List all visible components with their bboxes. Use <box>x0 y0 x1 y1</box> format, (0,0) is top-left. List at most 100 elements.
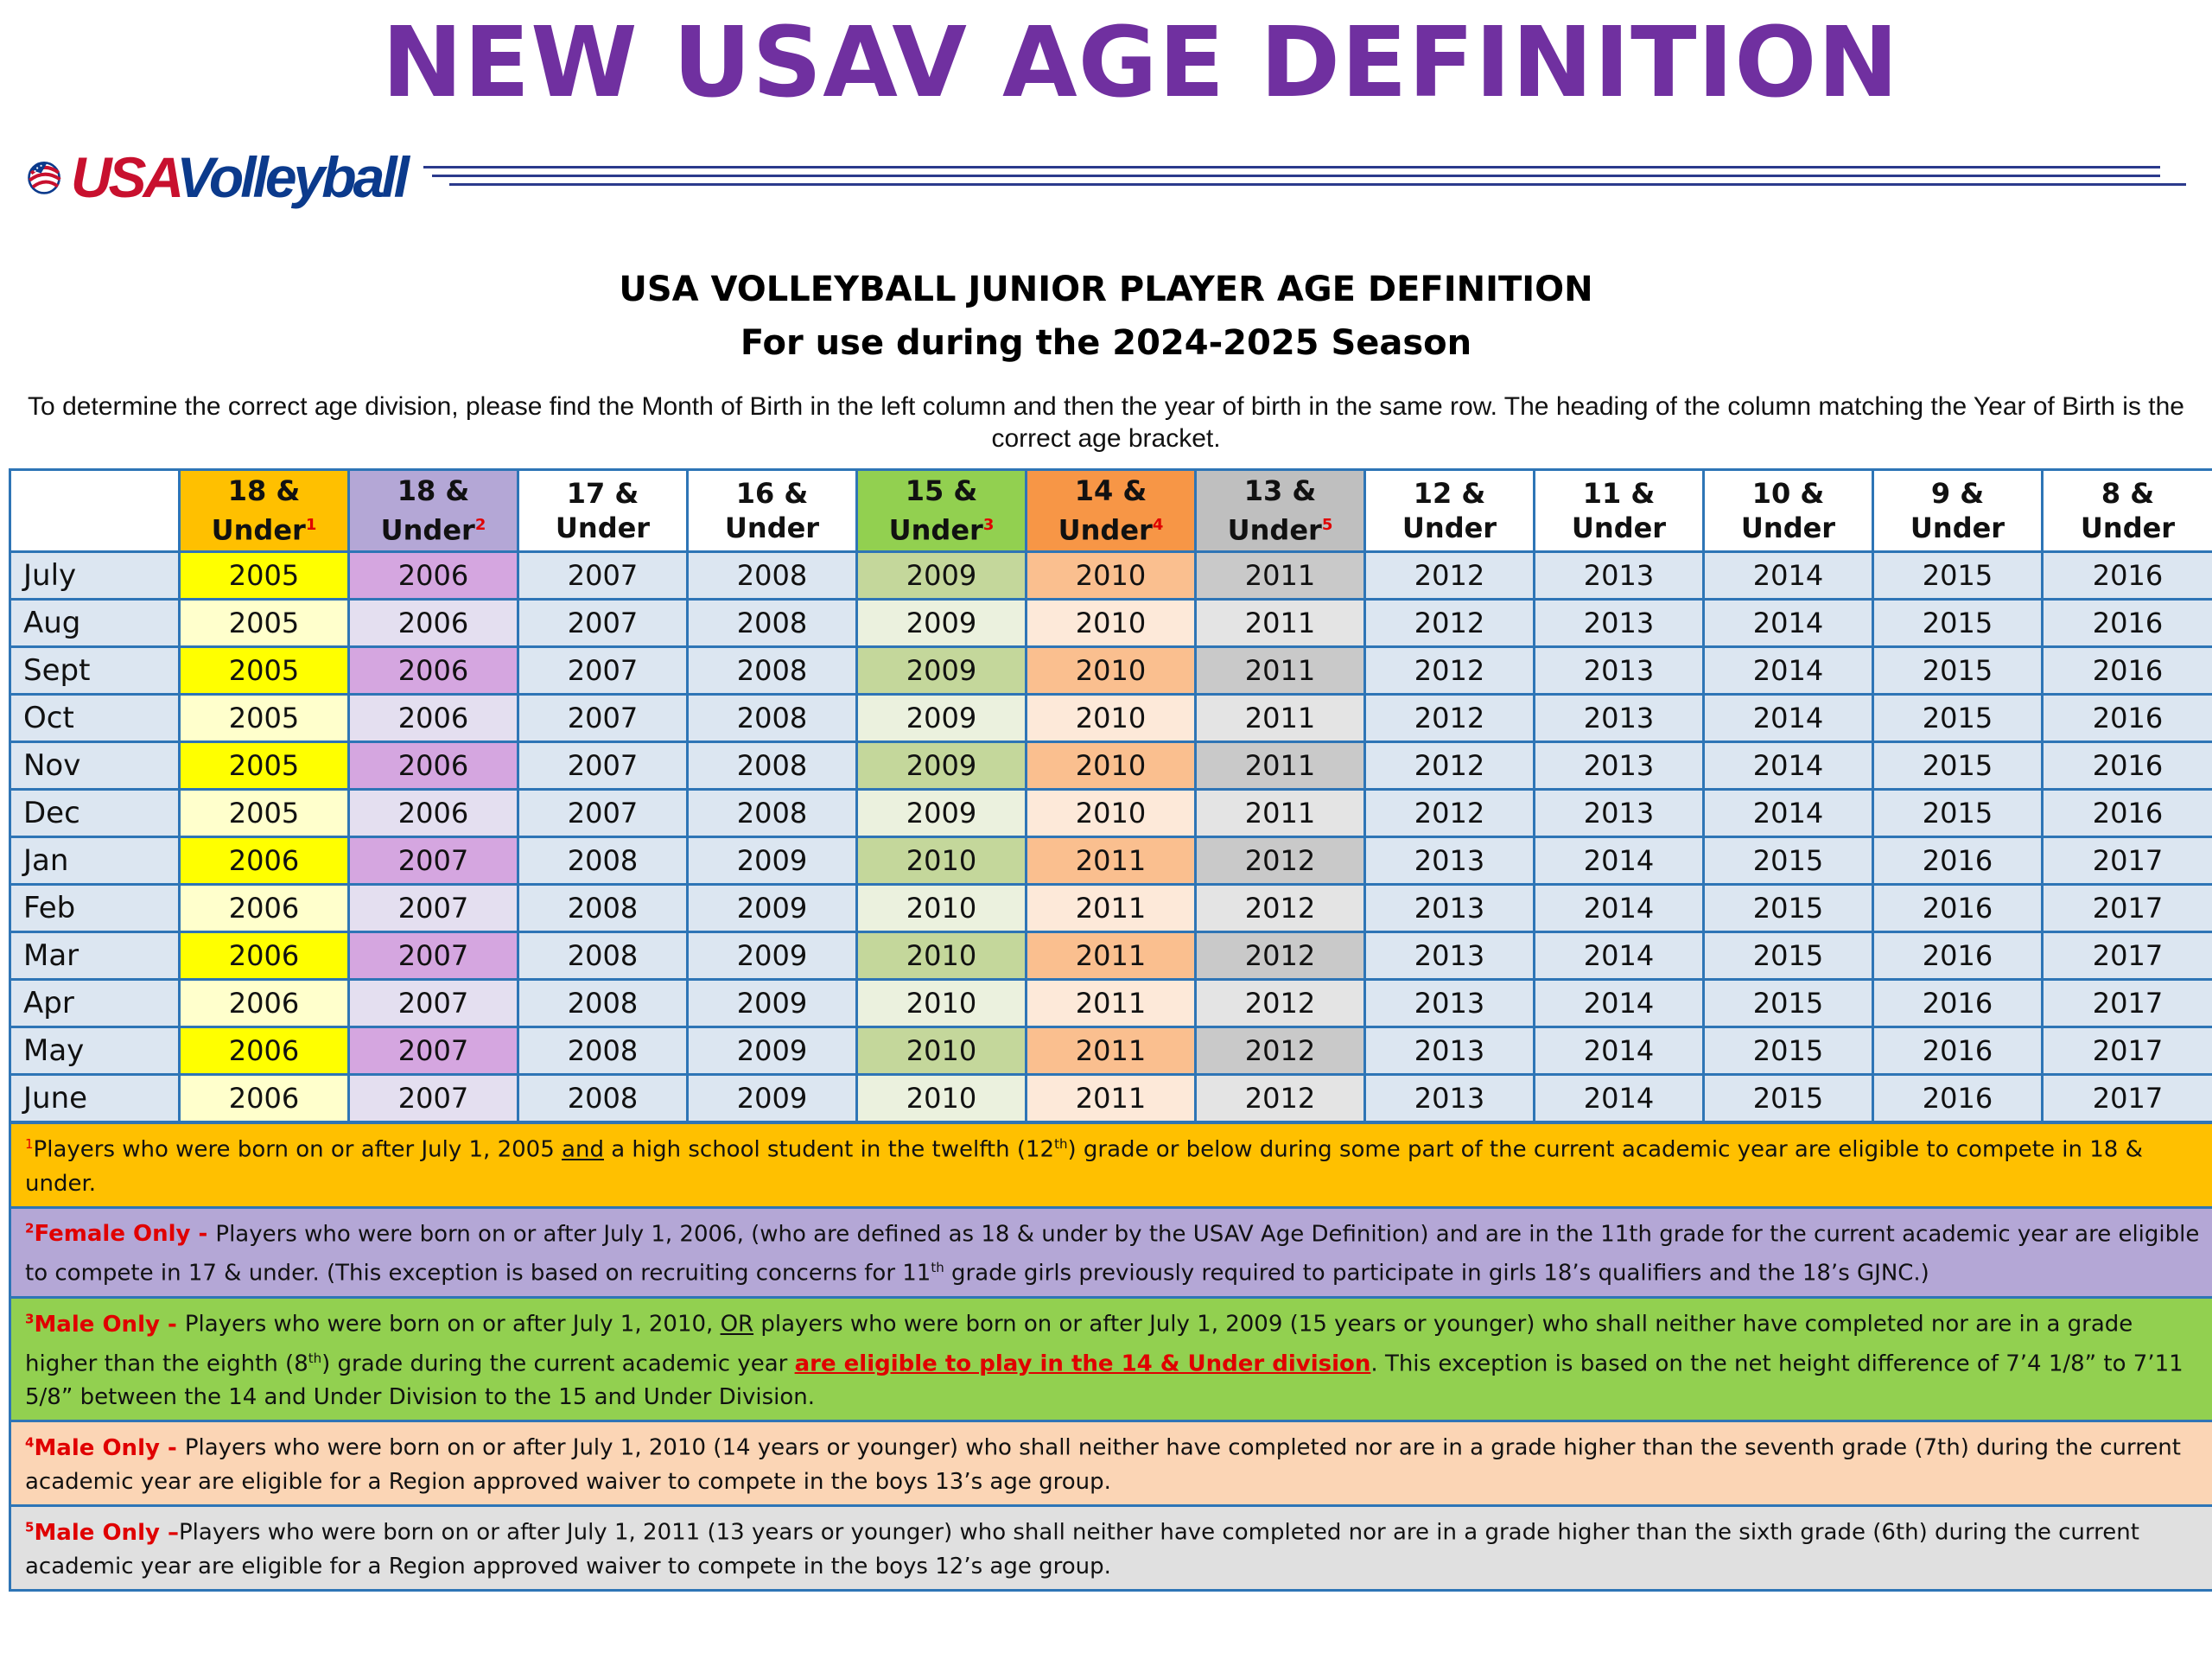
year-cell: 2005 <box>178 741 350 791</box>
year-cell: 2014 <box>1533 1026 1705 1076</box>
year-cell: 2009 <box>855 645 1027 696</box>
table-row: June 2006 2007 2008 2009 2010 2011 2012 2013 2014… <box>9 1073 2212 1123</box>
year-cell: 2012 <box>1363 550 1535 601</box>
year-cell: 2015 <box>1872 550 2044 601</box>
year-cell: 2015 <box>1702 1073 1874 1123</box>
year-cell: 2006 <box>347 550 519 601</box>
year-cell: 2006 <box>347 788 519 838</box>
year-cell: 2010 <box>855 931 1027 981</box>
year-cell: 2011 <box>1025 1073 1197 1123</box>
table-header-row: 18 & Under1 18 & Under2 17 & Under 16 & Under 15… <box>9 468 2212 553</box>
year-cell: 2014 <box>1533 1073 1705 1123</box>
year-cell: 2010 <box>855 1026 1027 1076</box>
month-cell: June <box>9 1073 181 1123</box>
year-cell: 2017 <box>2041 978 2212 1028</box>
year-cell: 2010 <box>855 978 1027 1028</box>
year-cell: 2009 <box>686 1026 858 1076</box>
table-row: July 2005 2006 2007 2008 2009 2010 2011 2012 2013… <box>9 550 2212 601</box>
season-subtitle: For use during the 2024-2025 Season <box>740 323 1472 363</box>
year-cell: 2008 <box>517 978 689 1028</box>
year-cell: 2007 <box>517 645 689 696</box>
year-cell: 2012 <box>1194 1073 1366 1123</box>
year-cell: 2005 <box>178 788 350 838</box>
year-cell: 2012 <box>1363 741 1535 791</box>
year-cell: 2014 <box>1702 598 1874 648</box>
year-cell: 2012 <box>1363 693 1535 743</box>
month-cell: Apr <box>9 978 181 1028</box>
year-cell: 2015 <box>1872 598 2044 648</box>
month-cell: May <box>9 1026 181 1076</box>
column-header: 9 & Under <box>1872 468 2044 553</box>
year-cell: 2015 <box>1702 836 1874 886</box>
year-cell: 2015 <box>1702 978 1874 1028</box>
year-cell: 2007 <box>517 741 689 791</box>
year-cell: 2011 <box>1194 741 1366 791</box>
year-cell: 2008 <box>517 836 689 886</box>
year-cell: 2014 <box>1533 836 1705 886</box>
year-cell: 2013 <box>1363 1026 1535 1076</box>
column-header: 8 & Under <box>2041 468 2212 553</box>
page-title: NEW USAV AGE DEFINITION <box>381 7 1900 119</box>
footnote-3: 3Male Only - Players who were born on or… <box>11 1295 2212 1421</box>
year-cell: 2015 <box>1872 693 2044 743</box>
year-cell: 2012 <box>1194 883 1366 933</box>
year-cell: 2006 <box>178 883 350 933</box>
year-cell: 2006 <box>347 645 519 696</box>
year-cell: 2009 <box>686 883 858 933</box>
footnote-2: 2Female Only - Players who were born on … <box>11 1205 2212 1296</box>
year-cell: 2012 <box>1363 598 1535 648</box>
year-cell: 2011 <box>1025 978 1197 1028</box>
year-cell: 2013 <box>1533 693 1705 743</box>
year-cell: 2010 <box>1025 788 1197 838</box>
month-cell: Aug <box>9 598 181 648</box>
table-row: May 2006 2007 2008 2009 2010 2011 2012 2013 2014 2… <box>9 1026 2212 1076</box>
year-cell: 2005 <box>178 693 350 743</box>
year-cell: 2014 <box>1533 931 1705 981</box>
year-cell: 2006 <box>178 836 350 886</box>
year-cell: 2009 <box>855 693 1027 743</box>
year-cell: 2007 <box>347 1026 519 1076</box>
year-cell: 2016 <box>2041 598 2212 648</box>
year-cell: 2015 <box>1872 645 2044 696</box>
year-cell: 2013 <box>1363 1073 1535 1123</box>
year-cell: 2013 <box>1533 550 1705 601</box>
year-cell: 2008 <box>517 883 689 933</box>
table-row: Mar 2006 2007 2008 2009 2010 2011 2012 2013 2014 2… <box>9 931 2212 981</box>
year-cell: 2011 <box>1025 883 1197 933</box>
year-cell: 2014 <box>1702 788 1874 838</box>
footnotes: 1Players who were born on or after July … <box>9 1122 2212 1592</box>
year-cell: 2007 <box>347 978 519 1028</box>
column-header: 18 & Under1 <box>178 468 350 553</box>
year-cell: 2007 <box>347 883 519 933</box>
year-cell: 2010 <box>1025 598 1197 648</box>
year-cell: 2013 <box>1533 741 1705 791</box>
year-cell: 2017 <box>2041 836 2212 886</box>
column-header: 17 & Under <box>517 468 689 553</box>
year-cell: 2015 <box>1872 741 2044 791</box>
year-cell: 2011 <box>1194 693 1366 743</box>
year-cell: 2010 <box>1025 645 1197 696</box>
year-cell: 2008 <box>517 1073 689 1123</box>
month-cell: Mar <box>9 931 181 981</box>
year-cell: 2016 <box>2041 788 2212 838</box>
year-cell: 2010 <box>855 1073 1027 1123</box>
table-row: Feb 2006 2007 2008 2009 2010 2011 2012 2013 2014 2… <box>9 883 2212 933</box>
month-cell: Jan <box>9 836 181 886</box>
column-header: 14 & Under4 <box>1025 468 1197 553</box>
document-title: USA VOLLEYBALL JUNIOR PLAYER AGE DEFINIT… <box>619 270 1593 309</box>
header-rule-lines <box>423 162 2186 197</box>
year-cell: 2014 <box>1702 693 1874 743</box>
year-cell: 2016 <box>2041 741 2212 791</box>
year-cell: 2016 <box>1872 1073 2044 1123</box>
column-header: 18 & Under2 <box>347 468 519 553</box>
instructions-text: To determine the correct age division, p… <box>28 392 2184 453</box>
footnote-4: 4Male Only - Players who were born on or… <box>11 1420 2212 1504</box>
logo-wordmark: USAVolleyball <box>70 145 410 209</box>
year-cell: 2013 <box>1363 931 1535 981</box>
year-cell: 2012 <box>1363 788 1535 838</box>
year-cell: 2008 <box>686 788 858 838</box>
column-header: 12 & Under <box>1363 468 1535 553</box>
year-cell: 2014 <box>1702 645 1874 696</box>
year-cell: 2008 <box>517 1026 689 1076</box>
year-cell: 2013 <box>1363 978 1535 1028</box>
